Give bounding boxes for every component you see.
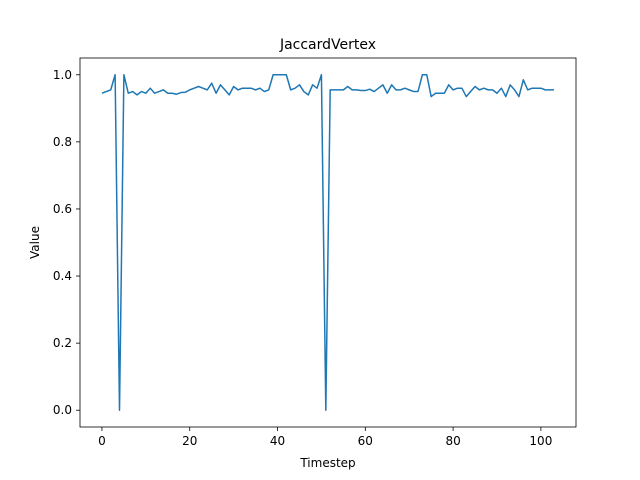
x-tick-label: 100 <box>529 434 552 448</box>
y-axis-label: Value <box>28 226 42 259</box>
y-tick-label: 0.4 <box>53 269 72 283</box>
x-tick-label: 0 <box>98 434 106 448</box>
y-tick-label: 0.6 <box>53 202 72 216</box>
plot-area: 0 20 40 60 80 100 0.0 0.2 0.4 0.6 0.8 1.0 <box>53 57 577 448</box>
x-tick-label: 40 <box>270 434 285 448</box>
y-tick-label: 1.0 <box>53 68 72 82</box>
series-line-0 <box>101 74 555 411</box>
y-tick-label: 0.0 <box>53 403 72 417</box>
chart-title: JaccardVertex <box>279 37 376 53</box>
axes-frame <box>79 57 577 428</box>
x-tick-label: 20 <box>182 434 197 448</box>
x-axis-label: Timestep <box>299 456 355 470</box>
y-tick-label: 0.2 <box>53 336 72 350</box>
x-tick-label: 60 <box>358 434 373 448</box>
y-tick-label: 0.8 <box>53 135 72 149</box>
x-tick-label: 80 <box>445 434 460 448</box>
